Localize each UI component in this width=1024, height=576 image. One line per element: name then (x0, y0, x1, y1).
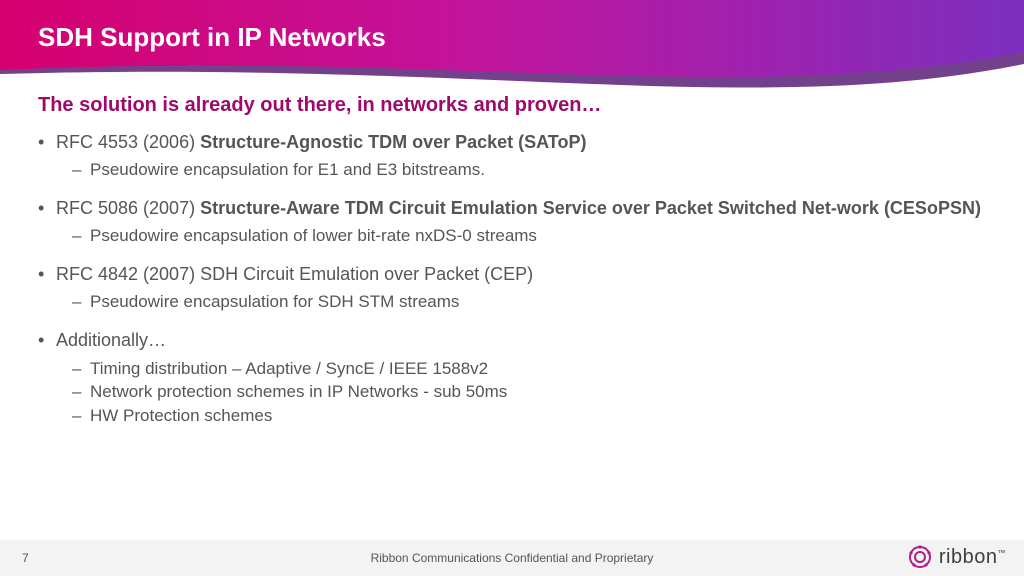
bullet-item: • RFC 4553 (2006) Structure-Agnostic TDM… (38, 130, 986, 182)
bullet-bold: Structure-Aware TDM Circuit Emulation Se… (200, 198, 981, 218)
sub-item: –Timing distribution – Adaptive / SyncE … (72, 357, 986, 381)
bullet-item: • Additionally… –Timing distribution – A… (38, 328, 986, 428)
sub-item: –Network protection schemes in IP Networ… (72, 380, 986, 404)
bullet-prefix: RFC 4553 (2006) (56, 132, 200, 152)
sub-list: –Timing distribution – Adaptive / SyncE … (72, 357, 986, 428)
bullet-item: • RFC 4842 (2007) SDH Circuit Emulation … (38, 262, 986, 314)
bullet-marker: • (38, 328, 56, 352)
bullet-marker: • (38, 130, 56, 154)
footer: 7 Ribbon Communications Confidential and… (0, 540, 1024, 576)
bullet-prefix: Additionally… (56, 330, 166, 350)
sub-list: –Pseudowire encapsulation for E1 and E3 … (72, 158, 986, 182)
footer-text: Ribbon Communications Confidential and P… (0, 551, 1024, 565)
slide: SDH Support in IP Networks The solution … (0, 0, 1024, 576)
bullet-bold: Structure-Agnostic TDM over Packet (SATo… (200, 132, 586, 152)
logo: ribbon™ (907, 544, 1006, 570)
sub-item: –Pseudowire encapsulation for E1 and E3 … (72, 158, 986, 182)
logo-text: ribbon™ (939, 546, 1006, 569)
sub-list: –Pseudowire encapsulation for SDH STM st… (72, 290, 986, 314)
bullet-marker: • (38, 196, 56, 220)
content-area: • RFC 4553 (2006) Structure-Agnostic TDM… (38, 130, 986, 442)
sub-list: –Pseudowire encapsulation of lower bit-r… (72, 224, 986, 248)
bullet-prefix: RFC 5086 (2007) (56, 198, 200, 218)
bullet-list: • RFC 4553 (2006) Structure-Agnostic TDM… (38, 130, 986, 428)
bullet-marker: • (38, 262, 56, 286)
sub-item: –Pseudowire encapsulation for SDH STM st… (72, 290, 986, 314)
slide-subtitle: The solution is already out there, in ne… (38, 94, 601, 117)
logo-icon (907, 544, 933, 570)
bullet-item: • RFC 5086 (2007) Structure-Aware TDM Ci… (38, 196, 986, 248)
bullet-prefix: RFC 4842 (2007) SDH Circuit Emulation ov… (56, 264, 533, 284)
sub-item: –HW Protection schemes (72, 404, 986, 428)
slide-title: SDH Support in IP Networks (38, 22, 386, 53)
sub-item: –Pseudowire encapsulation of lower bit-r… (72, 224, 986, 248)
page-number: 7 (22, 551, 29, 565)
trademark: ™ (998, 548, 1007, 557)
